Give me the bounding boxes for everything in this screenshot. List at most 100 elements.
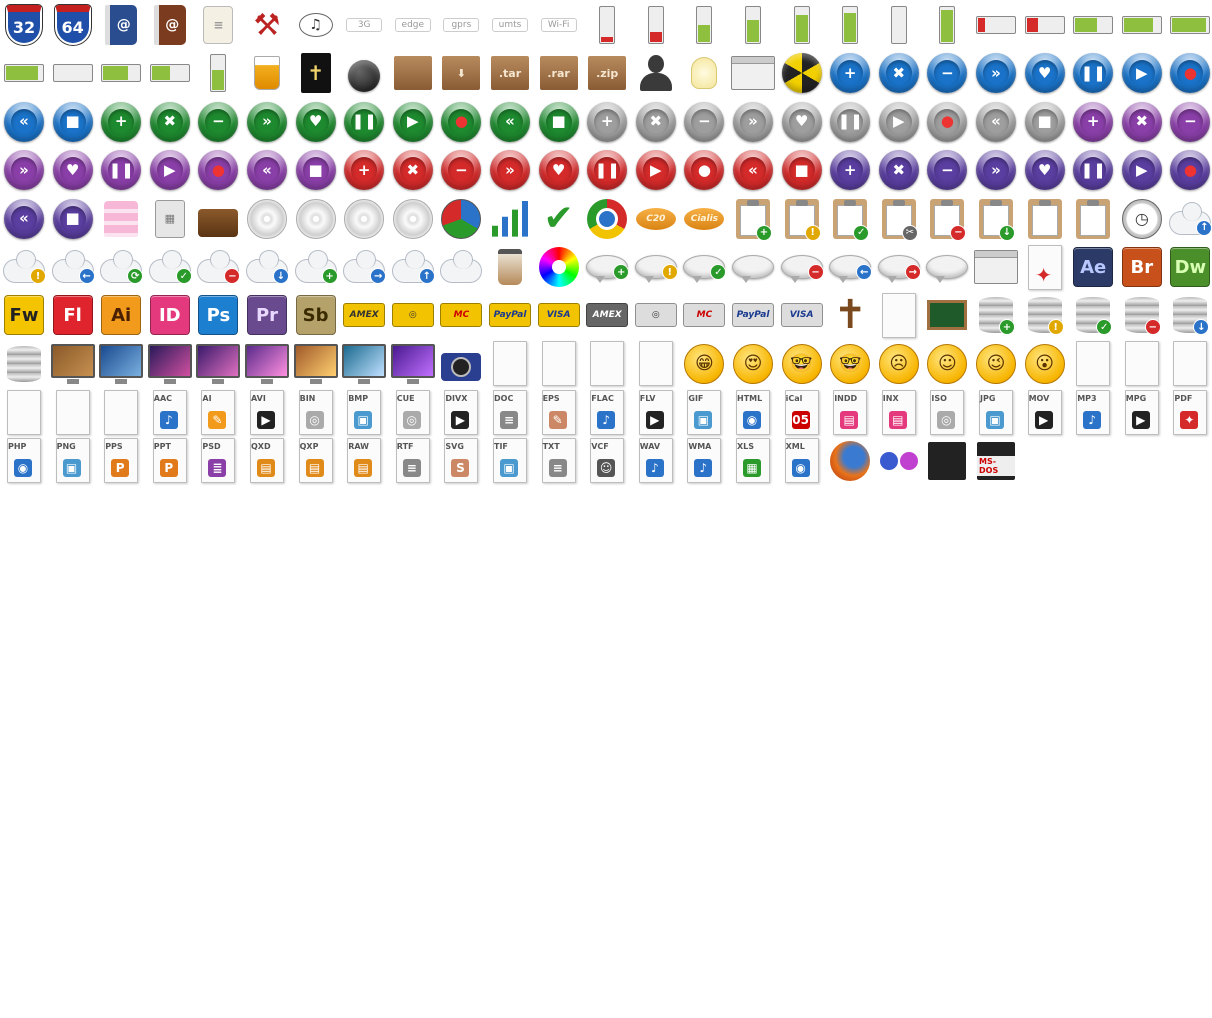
clipboard-add-icon[interactable]: + [731,198,775,241]
file-aac-icon[interactable]: AAC ♪ [148,389,192,435]
file-indd-icon[interactable]: INDD ▤ [828,389,872,435]
desktop-wallpaper-3-icon[interactable] [147,343,192,385]
green-add-icon[interactable]: + [99,101,143,143]
diners-gold-icon[interactable]: ◎ [391,294,435,336]
purple-cancel-icon[interactable]: ✖ [1120,101,1164,143]
highway-64-icon[interactable]: 64 [51,4,95,46]
battery-half-icon[interactable] [682,4,726,46]
document-export-icon[interactable] [974,246,1018,288]
camera-icon[interactable] [439,343,483,385]
file-psd-icon[interactable]: PSD ≣ [196,438,240,484]
database-remove-icon[interactable]: − [1120,294,1164,336]
file-inx-icon[interactable]: INX ▤ [877,389,921,435]
blue-forward-icon[interactable]: » [974,52,1018,94]
bar-chart-icon[interactable] [488,198,532,240]
file-divx-icon[interactable]: DIVX ▶ [439,389,483,435]
document-list-icon[interactable] [877,292,921,338]
firefox-icon[interactable] [828,440,872,482]
smiley-glasses-icon[interactable]: 🤓 [828,343,872,385]
file-eps-icon[interactable]: EPS ✎ [537,389,581,435]
violet-add-icon[interactable]: + [828,149,872,191]
document-check-icon[interactable] [99,389,143,435]
fireworks-icon[interactable]: Fw [2,294,46,336]
file-ai-icon[interactable]: AI ✎ [196,389,240,435]
desktop-wallpaper-8-icon[interactable] [390,343,435,385]
file-qxd-icon[interactable]: QXD ▤ [245,438,289,484]
smiley-surprised-icon[interactable]: 😮 [1023,343,1067,385]
indesign-icon[interactable]: ID [148,294,192,336]
diners-silver-icon[interactable]: ◎ [634,294,678,336]
smiley-wink-icon[interactable]: 😉 [974,343,1018,385]
file-pps-icon[interactable]: PPS P [99,438,143,484]
blue-pause-icon[interactable]: ❚❚ [1071,52,1115,94]
violet-rewind-icon[interactable]: « [2,198,46,240]
chalkboard-icon[interactable] [925,294,969,336]
lined-document-icon[interactable] [585,341,629,387]
bible-icon[interactable]: ✝ [294,52,338,94]
bomb-icon[interactable] [342,52,386,94]
battery-h-low-icon[interactable] [974,4,1018,46]
chat-warning-icon[interactable]: ! [634,246,678,288]
file-tif-icon[interactable]: TIF ▣ [488,438,532,484]
red-play-icon[interactable]: ▶ [634,149,678,191]
gray-play-icon[interactable]: ▶ [877,101,921,143]
cloud-sync-icon[interactable]: ⟳ [99,246,144,288]
document-add-icon[interactable] [1071,341,1115,387]
file-bin-icon[interactable]: BIN ◎ [294,389,338,435]
gray-record-icon[interactable]: ● [925,101,969,143]
battery-h-charging2-icon[interactable] [99,52,143,94]
desktop-wallpaper-2-icon[interactable] [99,343,144,385]
red-rewind-icon[interactable]: « [731,149,775,191]
chat-add-icon[interactable]: + [585,246,630,288]
battery-h-mid-icon[interactable] [1071,4,1115,46]
file-flac-icon[interactable]: FLAC ♪ [585,389,629,435]
cd-icon[interactable] [342,198,386,240]
file-txt-icon[interactable]: TXT ≡ [537,438,581,484]
battery-quarter-icon[interactable] [634,4,678,46]
box-zip-icon[interactable]: .zip [585,52,629,94]
purple-rewind-icon[interactable]: « [245,149,289,191]
file-xls-icon[interactable]: XLS ▦ [731,438,775,484]
green-play-icon[interactable]: ▶ [391,101,435,143]
violet-cancel-icon[interactable]: ✖ [877,149,921,191]
lined-document-pencil-icon[interactable] [634,341,678,387]
document-pencil-icon[interactable] [537,341,581,387]
network-edge-icon[interactable]: edge [391,4,435,46]
battery-h-empty-icon[interactable] [51,52,95,94]
chat-back-icon[interactable]: ← [828,246,873,288]
visa-gold-icon[interactable]: VISA [537,294,581,336]
blue-favorite-icon[interactable]: ♥ [1023,52,1067,94]
file-iso-icon[interactable]: ISO ◎ [925,389,969,435]
purple-play-icon[interactable]: ▶ [148,149,192,191]
clipboard-download-icon[interactable]: ↓ [974,198,1018,241]
blue-stop-icon[interactable]: ■ [51,101,95,143]
red-forward-icon[interactable]: » [488,149,532,191]
flickr-icon[interactable] [877,440,921,482]
file-raw-icon[interactable]: RAW ▤ [342,438,386,484]
file-flv-icon[interactable]: FLV ▶ [634,389,678,435]
cd-burn2-icon[interactable] [294,198,338,240]
calculator-icon[interactable]: ▦ [148,198,192,240]
red-stop-icon[interactable]: ■ [780,149,824,191]
violet-record-icon[interactable]: ● [1168,149,1212,191]
network-gprs-icon[interactable]: gprs [439,4,483,46]
database-download-icon[interactable]: ↓ [1168,294,1212,336]
battery-empty-icon[interactable] [877,4,921,46]
file-svg-icon[interactable]: SVG S [439,438,483,484]
green-forward-icon[interactable]: » [245,101,289,143]
file-php-icon[interactable]: PHP ◉ [2,438,46,484]
file-png-icon[interactable]: PNG ▣ [51,438,95,484]
cloud-upload-icon[interactable]: ↑ [1168,198,1212,240]
amex-silver-icon[interactable]: AMEX [585,294,629,336]
chat-icon[interactable] [925,246,969,288]
blank-document-icon[interactable] [488,341,532,387]
beer-icon[interactable] [245,52,289,94]
floppy-ms-dos-icon[interactable]: MS-DOS [974,440,1018,482]
blue-rewind-icon[interactable]: « [2,101,46,143]
purple-forward-icon[interactable]: » [2,149,46,191]
red-add-icon[interactable]: + [342,149,386,191]
address-book-blue-icon[interactable]: @ [99,4,143,46]
green-favorite-icon[interactable]: ♥ [294,101,338,143]
gray-favorite-icon[interactable]: ♥ [780,101,824,143]
chat-check-icon[interactable]: ✓ [682,246,727,288]
